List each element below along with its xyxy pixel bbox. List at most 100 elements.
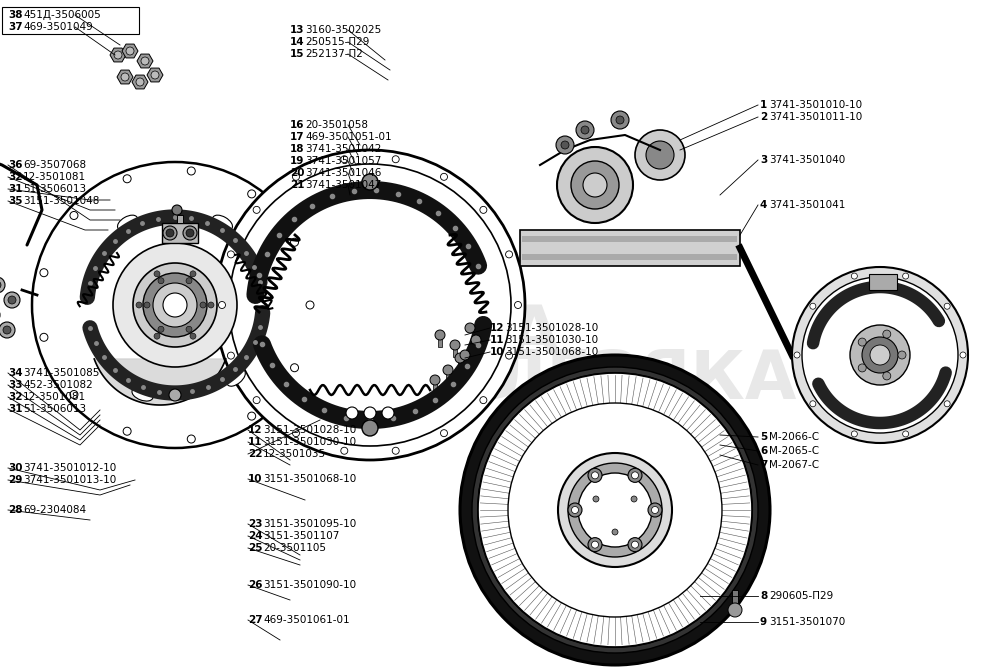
Text: 7: 7 [760,460,767,470]
Text: 3: 3 [760,155,767,165]
Circle shape [166,229,174,237]
Bar [869,274,897,290]
Circle shape [40,269,48,277]
Circle shape [293,173,300,180]
Text: 290605-П29: 290605-П29 [770,591,834,601]
Text: ПЛАНЕТА: ПЛАНЕТА [199,302,561,368]
Bar [446,370,450,382]
Polygon shape [132,75,148,89]
Circle shape [126,47,134,55]
Text: 33: 33 [8,380,23,390]
Text: 31: 31 [8,184,23,194]
Circle shape [455,353,465,363]
Circle shape [292,430,300,437]
Bar [433,380,437,392]
Circle shape [903,273,909,279]
Text: 10: 10 [490,347,505,357]
Circle shape [40,333,48,341]
Text: 250515-П29: 250515-П29 [305,37,369,47]
Circle shape [850,325,910,385]
Bar [732,590,738,610]
Circle shape [583,173,607,197]
Circle shape [792,267,968,443]
Circle shape [572,506,578,514]
Text: 3151-3501068-10: 3151-3501068-10 [263,474,356,484]
Text: 5: 5 [760,432,767,442]
Text: 11: 11 [248,437,263,447]
Text: 3160-3502025: 3160-3502025 [305,25,381,35]
Circle shape [632,472,639,479]
Text: 469-3501061-01: 469-3501061-01 [263,615,350,625]
Circle shape [883,372,891,380]
Circle shape [163,226,177,240]
Circle shape [480,206,487,213]
Text: 2: 2 [760,112,767,122]
Ellipse shape [132,387,153,401]
Circle shape [558,453,672,567]
Circle shape [611,111,629,129]
Text: 10: 10 [248,474,263,484]
Text: 451Д-3506005: 451Д-3506005 [23,10,101,20]
Text: 35: 35 [8,196,23,206]
Circle shape [153,283,197,327]
Circle shape [578,473,652,547]
Circle shape [471,335,481,345]
Text: 452-3501082: 452-3501082 [23,380,93,390]
Circle shape [472,367,758,653]
Text: 32: 32 [8,392,23,402]
Text: 1: 1 [760,100,767,110]
Circle shape [460,350,470,360]
Circle shape [870,345,890,365]
Circle shape [227,251,234,258]
Circle shape [154,271,160,277]
Circle shape [306,301,314,309]
Circle shape [151,71,159,79]
Text: 31: 31 [8,404,23,414]
Circle shape [158,278,164,284]
Circle shape [648,503,662,517]
Text: 20-3501105: 20-3501105 [263,543,326,553]
Bar [177,215,183,223]
Bar [438,335,442,347]
Text: 3741-3501047: 3741-3501047 [305,180,381,190]
Circle shape [728,603,742,617]
Circle shape [441,430,448,437]
Circle shape [0,281,1,289]
Circle shape [291,238,299,246]
Text: 20: 20 [290,168,305,178]
Circle shape [557,147,633,223]
Bar [453,345,457,357]
Circle shape [810,303,816,309]
Text: 252137-П2: 252137-П2 [305,49,363,59]
Text: 29: 29 [8,475,22,485]
Circle shape [186,326,192,332]
Circle shape [646,141,674,169]
Circle shape [208,302,214,308]
Circle shape [3,326,11,334]
Circle shape [341,448,348,454]
Text: 21: 21 [290,180,305,190]
Circle shape [392,156,399,163]
Text: 51-3506013: 51-3506013 [23,184,86,194]
Circle shape [133,263,217,347]
Text: 26: 26 [248,580,263,590]
Circle shape [144,302,150,308]
Circle shape [460,355,770,665]
Circle shape [581,126,589,134]
Text: 15: 15 [290,49,305,59]
Circle shape [430,375,440,385]
Circle shape [136,302,142,308]
Circle shape [898,351,906,359]
Circle shape [291,364,299,371]
Circle shape [478,373,752,647]
Text: 4: 4 [760,200,767,210]
Polygon shape [137,54,153,68]
Text: 3151-3501030-10: 3151-3501030-10 [263,437,356,447]
Circle shape [810,401,816,407]
Circle shape [628,468,642,482]
Text: 12-3501035: 12-3501035 [263,449,326,459]
Text: М-2066-С: М-2066-С [770,432,820,442]
Circle shape [903,431,909,437]
Text: 3741-3501057: 3741-3501057 [305,156,381,166]
Circle shape [851,273,857,279]
